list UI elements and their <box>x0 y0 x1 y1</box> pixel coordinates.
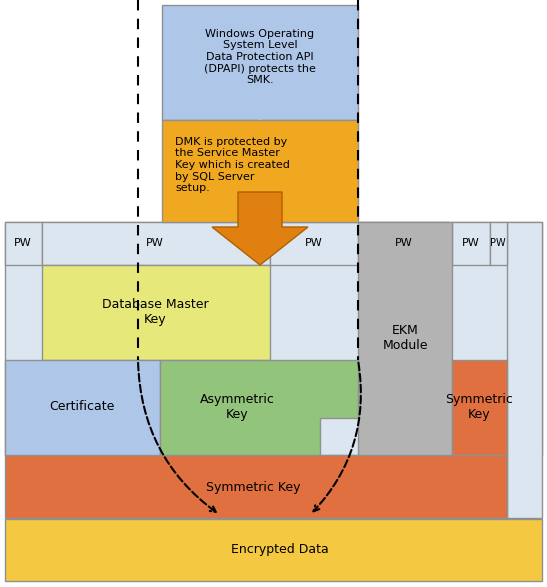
Text: Database Master
Key: Database Master Key <box>102 298 208 326</box>
Bar <box>162 5 358 120</box>
Text: Symmetric Key: Symmetric Key <box>206 481 300 494</box>
Bar <box>162 120 358 222</box>
Polygon shape <box>212 192 308 265</box>
Bar <box>507 222 542 518</box>
Text: Asymmetric
Key: Asymmetric Key <box>200 393 275 421</box>
Bar <box>358 222 452 455</box>
Text: Encrypted Data: Encrypted Data <box>231 544 329 556</box>
Bar <box>42 222 270 265</box>
Text: Certificate: Certificate <box>49 400 115 413</box>
Text: PW: PW <box>490 238 506 248</box>
Text: PW: PW <box>14 238 32 248</box>
Bar <box>490 222 507 265</box>
Text: PW: PW <box>146 238 164 248</box>
Bar <box>5 222 542 455</box>
Bar <box>452 222 490 265</box>
Text: Windows Operating
System Level
Data Protection API
(DPAPI) protects the
SMK.: Windows Operating System Level Data Prot… <box>204 29 316 85</box>
Text: PW: PW <box>305 238 323 248</box>
Polygon shape <box>160 360 358 455</box>
Bar <box>5 519 542 581</box>
Polygon shape <box>222 95 298 120</box>
Text: DMK is protected by
the Service Master
Key which is created
by SQL Server
setup.: DMK is protected by the Service Master K… <box>175 137 290 193</box>
Bar <box>452 360 507 455</box>
Text: PW: PW <box>462 238 480 248</box>
Bar <box>5 455 507 518</box>
Bar <box>270 222 358 265</box>
Text: Symmetric
Key: Symmetric Key <box>445 393 513 421</box>
Text: EKM
Module: EKM Module <box>382 324 428 352</box>
Bar <box>360 222 448 265</box>
Bar <box>5 222 42 265</box>
Bar <box>42 265 270 360</box>
Text: PW: PW <box>395 238 413 248</box>
Bar <box>5 360 160 455</box>
